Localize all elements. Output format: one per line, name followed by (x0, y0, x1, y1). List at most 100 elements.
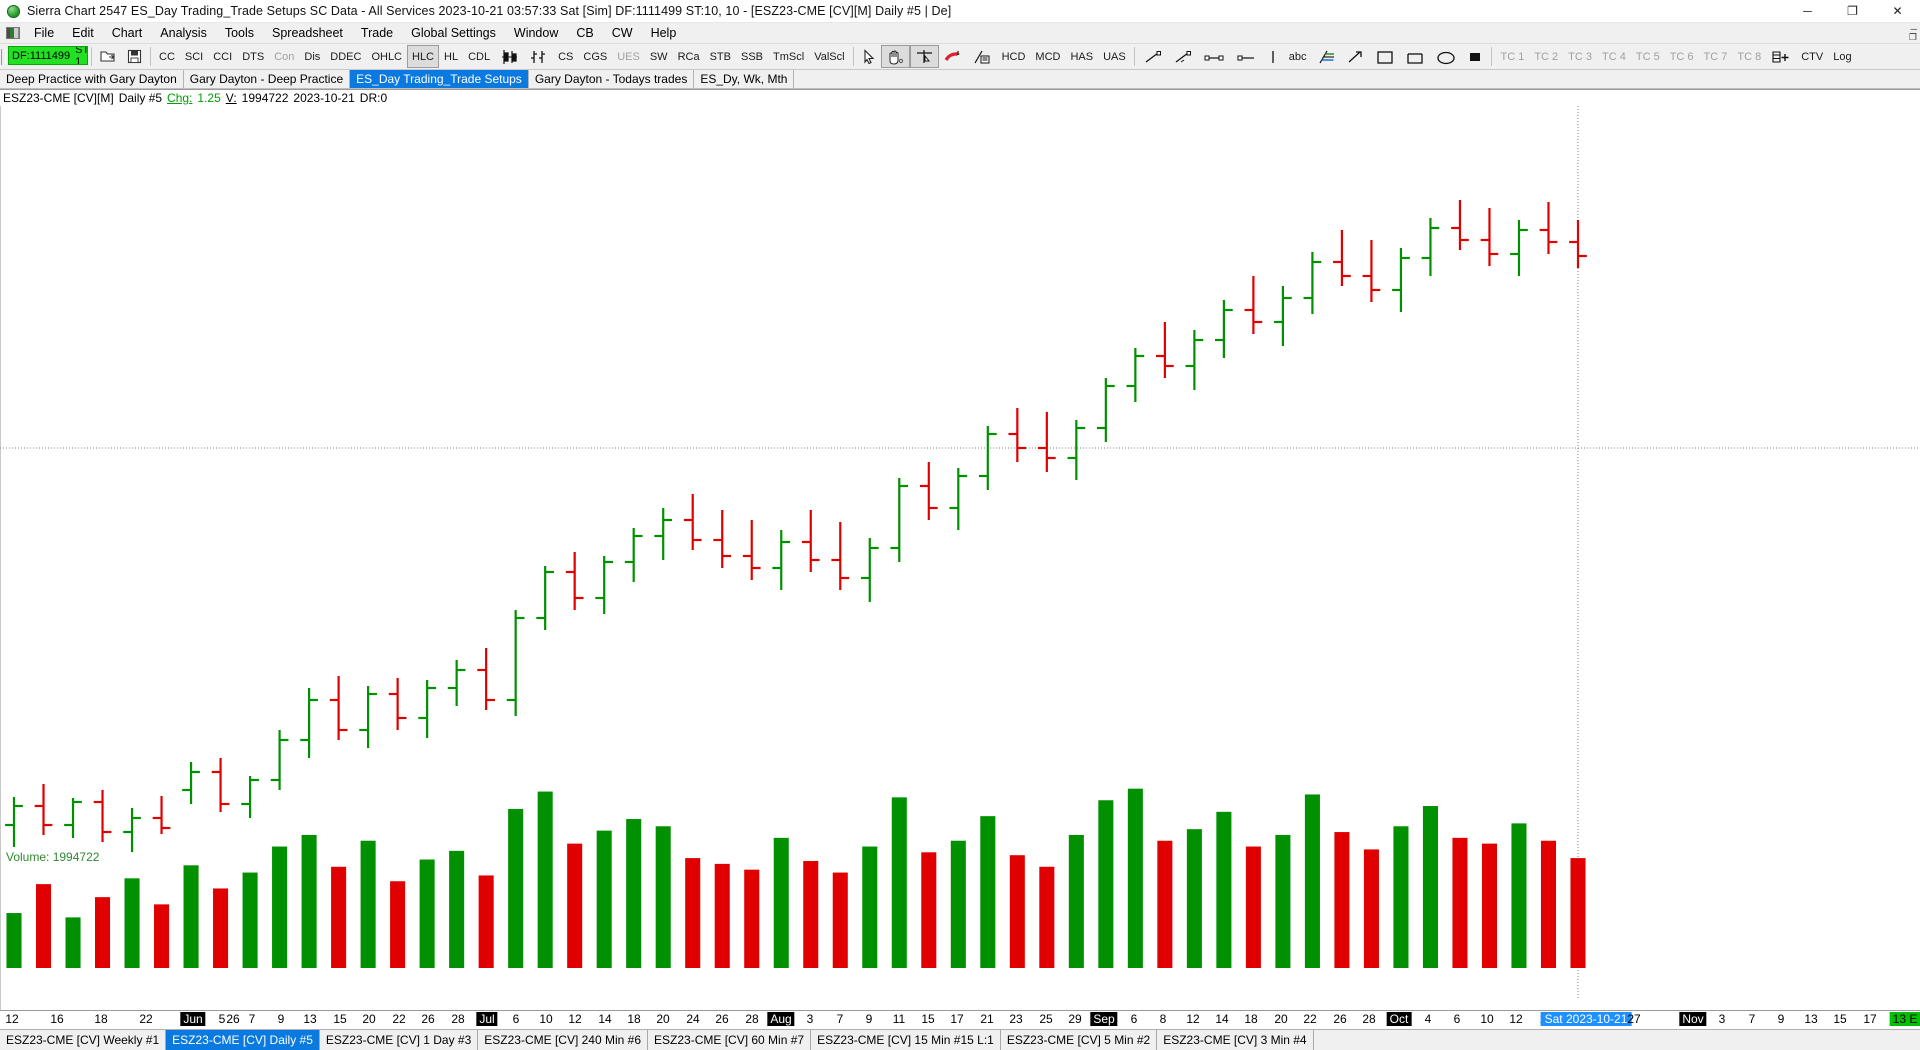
horizontal-ray-tool-icon[interactable] (1230, 45, 1262, 68)
crosshair-tool-icon[interactable] (909, 45, 939, 68)
date-axis[interactable]: 12 16 18 22 24 26 Jun 5 7 9 13 15 20 22 26 28 Jul 6 10 12 14… (0, 1010, 1920, 1029)
chart-tab-60min-7[interactable]: ESZ23-CME [CV] 60 Min #7 (648, 1030, 812, 1050)
chartbook-tab-gary-dayton-deep-practice[interactable]: Gary Dayton - Deep Practice (183, 70, 351, 88)
chart-canvas-area[interactable]: ESZ23-CME [CV][M] Daily #5 Chg: 1.25 V: … (0, 89, 1920, 1010)
has-button[interactable]: HAS (1070, 50, 1094, 63)
cdl-button[interactable]: CDL (468, 50, 491, 63)
mcd-button[interactable]: MCD (1035, 50, 1061, 63)
chart-tab-240min-6[interactable]: ESZ23-CME [CV] 240 Min #6 (478, 1030, 649, 1050)
save-icon[interactable] (122, 45, 147, 68)
tc1-button[interactable]: TC 1 (1500, 50, 1525, 63)
tc3-button[interactable]: TC 3 (1568, 50, 1592, 63)
menu-item-window[interactable]: Window (513, 26, 559, 40)
chartbook-tab-es-dy-wk-mth[interactable]: ES_Dy, Wk, Mth (694, 70, 795, 88)
ctv-button[interactable]: CTV (1801, 50, 1824, 63)
menu-item-global-settings[interactable]: Global Settings (411, 26, 496, 40)
rectangle-tool-icon[interactable] (1370, 45, 1400, 68)
chart-tab-5min-2[interactable]: ESZ23-CME [CV] 5 Min #2 (1001, 1030, 1158, 1050)
menu-item-file[interactable]: File (34, 26, 55, 40)
menu-item-tools[interactable]: Tools (224, 26, 255, 40)
chart-tab-weekly-1[interactable]: ESZ23-CME [CV] Weekly #1 (0, 1030, 167, 1050)
chart-tab-daily-5[interactable]: ESZ23-CME [CV] Daily #5 (166, 1030, 320, 1050)
arrow-tool-icon[interactable] (1341, 45, 1370, 68)
stb-button[interactable]: STB (709, 50, 731, 63)
chart-date-label: 2023-10-21 (293, 91, 355, 105)
hl-button[interactable]: HL (444, 50, 459, 63)
chart-tab-15min-15[interactable]: ESZ23-CME [CV] 15 Min #15 L:1 (811, 1030, 1001, 1050)
date-tick-13-e: 13 E (1889, 1012, 1920, 1026)
maximize-button[interactable]: ❐ (1847, 4, 1858, 18)
menu-item-cw[interactable]: CW (611, 26, 633, 40)
trade-window-icon[interactable] (1766, 45, 1796, 68)
chart-tab-3min-4[interactable]: ESZ23-CME [CV] 3 Min #4 (1157, 1030, 1314, 1050)
ellipse-tool-icon[interactable] (1430, 45, 1462, 68)
price-and-volume-plot[interactable] (0, 90, 1920, 998)
date-tick-sat-2023-10-21[interactable]: Sat 2023-10-21 (1540, 1012, 1632, 1026)
pointer-tool-icon[interactable] (857, 45, 881, 68)
ohlc-button[interactable]: OHLC (371, 50, 402, 63)
chart-tab-1day-3[interactable]: ESZ23-CME [CV] 1 Day #3 (320, 1030, 479, 1050)
mdi-minimize-button[interactable]: ─ (1910, 24, 1917, 34)
hand-drag-tool-icon[interactable] (880, 45, 910, 68)
cc-button[interactable]: CC (159, 50, 175, 63)
chartbook-tab-gary-dayton-todays-trades[interactable]: Gary Dayton - Todays trades (528, 70, 695, 88)
log-button[interactable]: Log (1833, 50, 1852, 63)
fill-color-icon[interactable] (1462, 45, 1488, 68)
ues-button[interactable]: UES (617, 50, 640, 63)
toolbar-grip[interactable] (0, 44, 7, 69)
ray-tool-icon[interactable] (1168, 45, 1198, 68)
valscl-button[interactable]: ValScl (814, 50, 845, 63)
fibonacci-tool-icon[interactable] (1311, 45, 1341, 68)
menu-item-help[interactable]: Help (650, 26, 677, 40)
dts-button[interactable]: DTS (242, 50, 265, 63)
cci-button[interactable]: CCI (213, 50, 233, 63)
date-tick-22: 22 (139, 1012, 153, 1026)
tc5-button[interactable]: TC 5 (1635, 50, 1660, 63)
chartbook-tab-es-day-trading-trade-setups[interactable]: ES_Day Trading_Trade Setups (350, 70, 529, 88)
menu-item-chart[interactable]: Chart (111, 26, 143, 40)
text-tool-button[interactable]: abc (1288, 50, 1307, 63)
cgs-button[interactable]: CGS (583, 50, 608, 63)
ssb-button[interactable]: SSB (741, 50, 764, 63)
tc4-button[interactable]: TC 4 (1602, 50, 1626, 63)
menu-item-analysis[interactable]: Analysis (160, 26, 207, 40)
menu-item-trade[interactable]: Trade (360, 26, 394, 40)
con-button[interactable]: Con (274, 50, 295, 63)
hlc-button[interactable]: HLC (407, 45, 440, 68)
minimize-button[interactable]: ─ (1803, 4, 1812, 18)
tc8-button[interactable]: TC 8 (1737, 50, 1762, 63)
line-tool-icon[interactable] (1138, 45, 1168, 68)
bar-chart-icon[interactable] (524, 45, 553, 68)
hcd-button[interactable]: HCD (1001, 50, 1026, 63)
date-tick-15: 15 (1833, 1012, 1847, 1026)
sw-button[interactable]: SW (649, 50, 668, 63)
vertical-line-tool-icon[interactable] (1262, 45, 1284, 68)
date-tick-18: 18 (1244, 1012, 1258, 1026)
tc2-button[interactable]: TC 2 (1534, 50, 1559, 63)
open-rectangle-tool-icon[interactable] (1400, 45, 1430, 68)
chart-values-tool-icon[interactable] (968, 45, 997, 68)
mdi-restore-button[interactable]: ❐ (1908, 32, 1917, 42)
chart-tab-filler (1314, 1030, 1920, 1050)
open-chartbook-icon[interactable] (95, 45, 122, 68)
date-tick-nov: Nov (1679, 1012, 1707, 1026)
tc7-button[interactable]: TC 7 (1703, 50, 1728, 63)
close-button[interactable]: ✕ (1892, 4, 1903, 18)
tc6-button[interactable]: TC 6 (1669, 50, 1694, 63)
rca-button[interactable]: RCa (677, 50, 700, 63)
data-feed-status-box[interactable]: DF:1111499 ST:10, 1 (8, 46, 88, 65)
uas-button[interactable]: UAS (1103, 50, 1126, 63)
dis-button[interactable]: Dis (304, 50, 321, 63)
ddec-button[interactable]: DDEC (330, 50, 362, 63)
candle-chart-icon[interactable] (495, 45, 524, 68)
menu-item-cb[interactable]: CB (576, 26, 594, 40)
sci-button[interactable]: SCI (184, 50, 204, 63)
chartbook-tab-deep-practice-gary-dayton[interactable]: Deep Practice with Gary Dayton (0, 70, 184, 88)
horizontal-line-tool-icon[interactable] (1198, 45, 1230, 68)
menu-item-spreadsheet[interactable]: Spreadsheet (272, 26, 343, 40)
tmscl-button[interactable]: TmScl (773, 50, 805, 63)
measure-tool-icon[interactable] (939, 45, 968, 68)
menu-item-edit[interactable]: Edit (72, 26, 94, 40)
cs-button[interactable]: CS (558, 50, 574, 63)
